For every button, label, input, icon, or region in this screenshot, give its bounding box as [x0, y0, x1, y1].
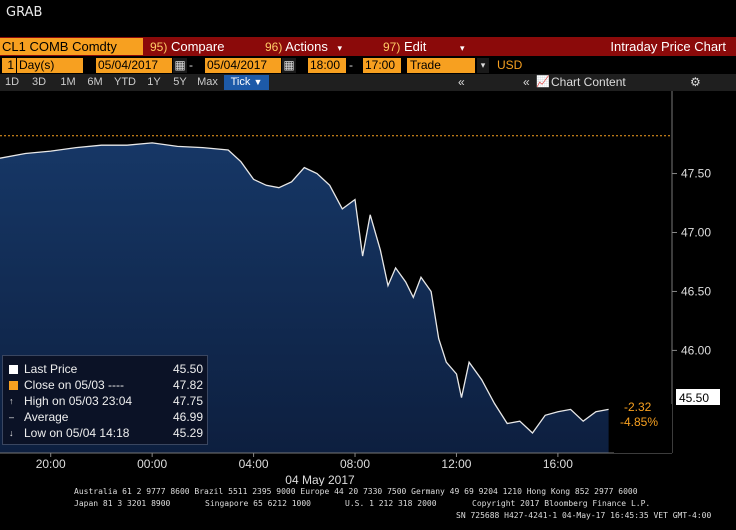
average-value: 46.99 [172, 410, 203, 424]
legend-low[interactable]: ↓ Low on 05/04 14:18 45.29 [7, 426, 205, 441]
low-label: Low on 05/04 14:18 [24, 426, 130, 440]
title-bar: GRAB [0, 0, 736, 37]
y-tick-label: 47.00 [681, 225, 711, 239]
period-ytd[interactable]: YTD [114, 76, 136, 88]
start-calendar-icon[interactable]: ▦ [173, 58, 187, 73]
settings-gear-icon[interactable]: ⚙ [690, 75, 701, 89]
high-label: High on 05/03 23:04 [24, 394, 133, 408]
footer-serial: SN 725688 H427-4241-1 04-May-17 16:45:35… [456, 511, 712, 520]
period-3d[interactable]: 3D [31, 76, 47, 88]
actions-menu-number: 96) [265, 40, 283, 54]
period-unit-select[interactable]: Day(s) [17, 58, 83, 73]
window-title: GRAB [6, 5, 43, 20]
end-calendar-icon[interactable]: ▦ [282, 58, 296, 73]
last-price-swatch [9, 365, 18, 374]
price-change-percent: -4.85% [620, 415, 658, 429]
edit-menu[interactable]: 97) Edit ▾ [383, 38, 465, 55]
period-6m[interactable]: 6M [87, 76, 103, 88]
period-count-input[interactable]: 1 [2, 58, 16, 73]
footer-japan: Japan 81 3 3201 8900 [74, 499, 171, 508]
footer-singapore: Singapore 65 6212 1000 [205, 499, 311, 508]
x-tick-label: 08:00 [340, 457, 370, 471]
start-time-input[interactable]: 18:00 [308, 58, 346, 73]
price-change-value: -2.32 [624, 400, 652, 414]
footer-contacts: Australia 61 2 9777 8600 Brazil 5511 239… [74, 487, 638, 496]
footer-copyright: Copyright 2017 Bloomberg Finance L.P. [472, 499, 651, 508]
y-tick-label: 47.50 [681, 167, 711, 181]
end-time-input[interactable]: 17:00 [363, 58, 401, 73]
change-tag-bg [614, 404, 672, 453]
high-value: 47.75 [172, 394, 203, 408]
high-marker-icon: ↑ [9, 396, 14, 406]
date-separator: - [189, 58, 193, 72]
compare-label: Compare [170, 39, 225, 54]
chart-content-button[interactable]: Chart Content [551, 75, 626, 89]
close-swatch [9, 381, 18, 390]
y-tick-label: 46.00 [681, 343, 711, 357]
period-1y[interactable]: 1Y [147, 76, 161, 88]
tick-label: Tick [230, 76, 251, 88]
low-marker-icon: ↓ [9, 428, 14, 438]
last-price-tag [676, 389, 720, 405]
event-dropdown-icon[interactable]: ▾ [477, 58, 489, 73]
footer-us: U.S. 1 212 318 2000 [345, 499, 437, 508]
period-1d[interactable]: 1D [4, 76, 20, 88]
collapse-left-icon[interactable]: « [458, 75, 465, 89]
legend-average[interactable]: – Average 46.99 [7, 410, 205, 425]
period-1m[interactable]: 1M [60, 76, 76, 88]
end-date-input[interactable]: 05/04/2017 [205, 58, 281, 73]
compare-button[interactable]: 95) Compare [150, 38, 224, 55]
close-value: 47.82 [172, 378, 203, 392]
range-bar: 1 Day(s) 05/04/2017 ▦ - 05/04/2017 ▦ 18:… [0, 57, 736, 74]
last-price-value: 45.50 [172, 362, 203, 376]
average-label: Average [24, 410, 69, 424]
actions-label: Actions [285, 39, 328, 54]
x-tick-label: 16:00 [543, 457, 573, 471]
edit-menu-number: 97) [383, 40, 401, 54]
edit-label: Edit [403, 39, 427, 54]
tick-dropdown-icon: ▼ [253, 77, 263, 87]
edit-dropdown-icon: ▾ [460, 43, 465, 53]
event-select[interactable]: Trade [407, 58, 475, 73]
time-separator: - [349, 58, 353, 72]
last-price-tag-value: 45.50 [679, 391, 709, 405]
low-value: 45.29 [172, 426, 203, 440]
actions-menu[interactable]: 96) Actions ▾ [265, 38, 342, 55]
close-label: Close on 05/03 ---- [24, 378, 125, 392]
x-tick-label: 00:00 [137, 457, 167, 471]
toolbar: 95) Compare 96) Actions ▾ 97) Edit ▾ Int… [0, 37, 736, 56]
function-title: Intraday Price Chart [610, 39, 726, 54]
legend-last-price[interactable]: Last Price 45.50 [7, 362, 205, 377]
compare-menu-number: 95) [150, 40, 168, 54]
legend-close[interactable]: Close on 05/03 ---- 47.82 [7, 378, 205, 393]
period-max[interactable]: Max [197, 76, 218, 88]
last-price-label: Last Price [24, 362, 78, 376]
legend-high[interactable]: ↑ High on 05/03 23:04 47.75 [7, 394, 205, 409]
price-series-line [0, 142, 609, 434]
x-tick-label: 12:00 [441, 457, 471, 471]
chart-content-icon: 📈 [536, 76, 550, 88]
period-tick-selected[interactable]: Tick ▼ [224, 75, 269, 90]
period-5y[interactable]: 5Y [173, 76, 187, 88]
chart-legend[interactable]: Last Price 45.50 Close on 05/03 ---- 47.… [2, 355, 208, 445]
x-tick-label: 20:00 [36, 457, 66, 471]
actions-dropdown-icon: ▾ [337, 43, 343, 53]
start-date-input[interactable]: 05/04/2017 [96, 58, 172, 73]
x-axis-title: 04 May 2017 [285, 473, 355, 486]
y-tick-label: 46.50 [681, 284, 711, 298]
currency-label[interactable]: USD [497, 58, 523, 72]
average-marker-icon: – [9, 412, 15, 422]
x-tick-label: 04:00 [239, 457, 269, 471]
security-input[interactable]: CL1 COMB Comdty [0, 38, 143, 55]
period-bar: 1D 3D 1M 6M YTD 1Y 5Y Max Tick ▼ « « 📈 C… [0, 74, 736, 91]
collapse-right-icon[interactable]: « [523, 75, 530, 89]
footer: Australia 61 2 9777 8600 Brazil 5511 239… [0, 486, 736, 530]
